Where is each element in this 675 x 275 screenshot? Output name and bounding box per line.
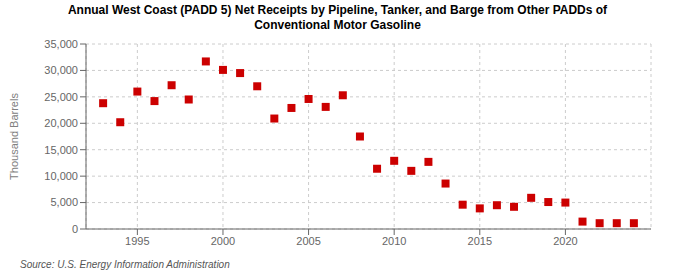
svg-text:2015: 2015	[468, 235, 492, 247]
html-text:Annual West Coast (PADD 5) Net: Annual West Coast (PADD 5) Net Receipts …	[67, 3, 608, 17]
svg-text:2005: 2005	[296, 235, 320, 247]
svg-text:2010: 2010	[382, 235, 406, 247]
svg-text:25,000: 25,000	[44, 91, 78, 103]
svg-text:15,000: 15,000	[44, 144, 78, 156]
svg-text:20,000: 20,000	[44, 117, 78, 129]
svg-text:1995: 1995	[125, 235, 149, 247]
svg-text:5,000: 5,000	[50, 196, 78, 208]
svg-text:2020: 2020	[553, 235, 577, 247]
html-text:Conventional Motor Gasoline: Conventional Motor Gasoline	[254, 18, 421, 32]
svg-text:2000: 2000	[211, 235, 235, 247]
svg-text:0: 0	[72, 223, 78, 235]
html-text:Source: U.S. Energy Informatio: Source: U.S. Energy Information Administ…	[20, 259, 230, 270]
svg-text:35,000: 35,000	[44, 38, 78, 50]
svg-text:Thousand Barrels: Thousand Barrels	[8, 93, 20, 180]
svg-text:10,000: 10,000	[44, 170, 78, 182]
svg-text:30,000: 30,000	[44, 64, 78, 76]
